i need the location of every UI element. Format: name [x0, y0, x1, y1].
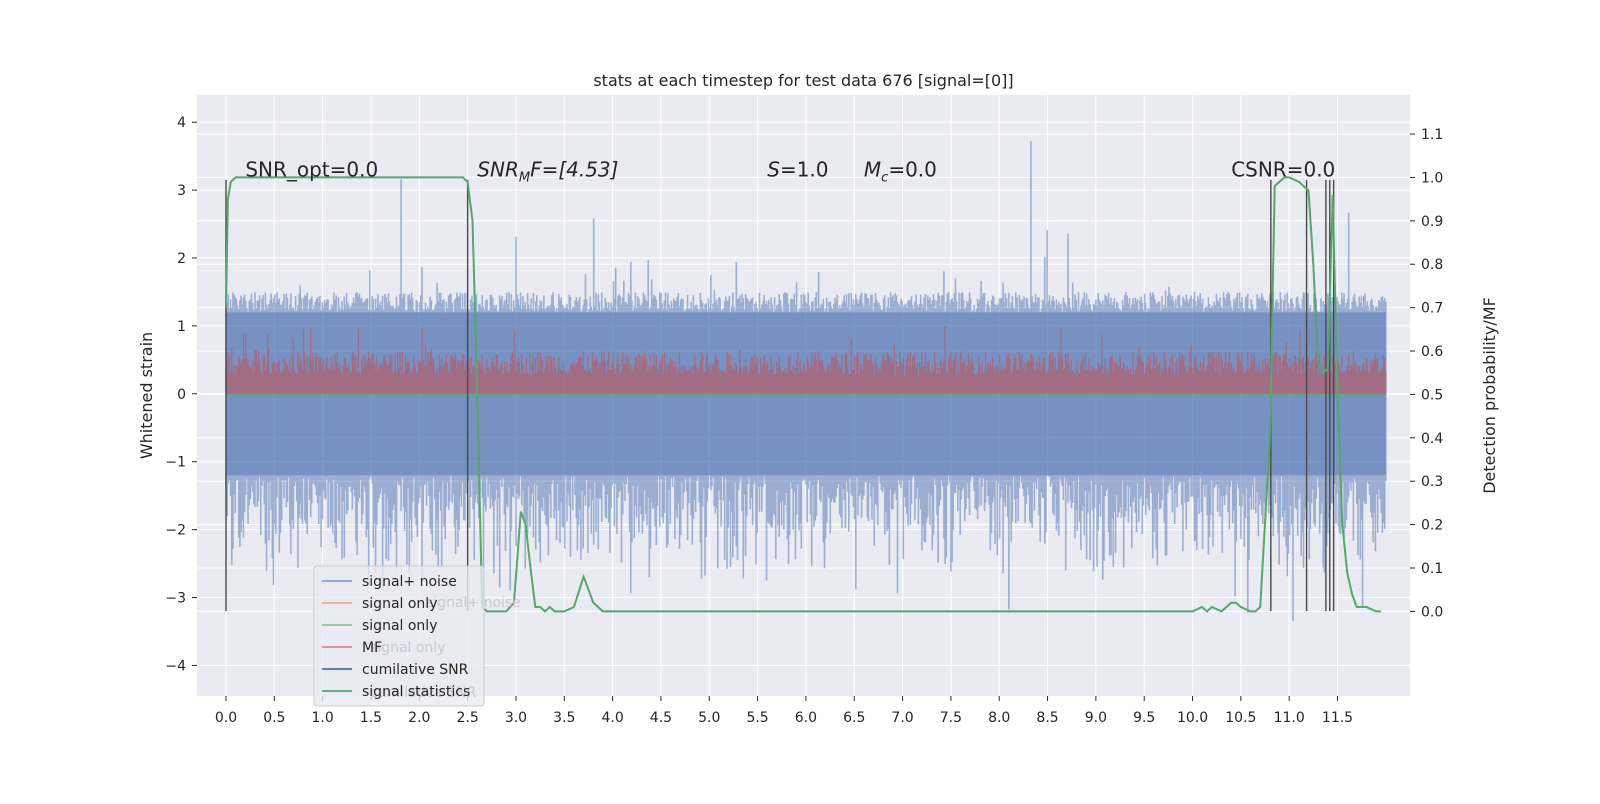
- y-axis-left-label: Whitened strain: [137, 332, 156, 459]
- x-tick-label: 1.0: [312, 710, 334, 726]
- x-tick-label: 6.0: [795, 710, 817, 726]
- y-right-tick-label: 1.0: [1421, 170, 1443, 186]
- legend-ghost-label: signal only: [370, 640, 445, 656]
- x-tick-label: 0.0: [215, 710, 237, 726]
- x-tick-label: 5.5: [746, 710, 768, 726]
- legend-label: cumilative SNR: [362, 662, 469, 678]
- x-tick-label: 3.5: [553, 710, 575, 726]
- series-signal-statistics: [225, 176, 1381, 613]
- annotation-mc-subscript: c: [881, 170, 888, 185]
- legend-ghost-label: cumilative SNR: [370, 685, 477, 701]
- axes: 0.0 0.5 1.0 1.5 2.0 2.5 3.0 3.5 4.0 4.5 5.0 5.5 6.0 6…: [165, 115, 1443, 726]
- annotation-snr-mf-suffix: F=[4.53]: [530, 157, 618, 181]
- legend-label: signal+ noise: [362, 574, 457, 590]
- y-right-tick-label: 0.1: [1421, 561, 1443, 577]
- y-left-tick-label: 1: [177, 319, 186, 335]
- data-series: [225, 141, 1387, 621]
- annotation-snr-mf-subscript: M: [519, 170, 530, 185]
- annotation-snr-mf: SNRMF=[4.53]: [477, 157, 618, 185]
- annotation-s-value: =1.0: [780, 157, 829, 181]
- x-tick-label: 7.0: [891, 710, 913, 726]
- y-left-tick-label: −1: [165, 455, 186, 471]
- x-tick-label: 11.5: [1322, 710, 1353, 726]
- x-tick-label: 1.5: [360, 710, 382, 726]
- legend-box: [313, 565, 485, 707]
- series-signal-plus-noise-core: [225, 312, 1386, 476]
- x-tick-label: 5.0: [698, 710, 720, 726]
- y-left-tick-label: 2: [177, 251, 186, 267]
- x-tick-label: 10.5: [1225, 710, 1256, 726]
- y-right-tick-label: 0.9: [1421, 214, 1443, 230]
- annotation-mc-value: =0.0: [888, 157, 937, 181]
- x-tick-label: 4.5: [650, 710, 672, 726]
- annotation-snr-opt: SNR_opt=0.0: [245, 157, 378, 181]
- x-tick-label: 0.5: [263, 710, 285, 726]
- y-right-tick-label: 1.1: [1421, 127, 1443, 143]
- annotation-mc-prefix: M: [864, 157, 881, 181]
- legend-ghost-label: signal+ noise: [426, 595, 521, 611]
- y-right-tick-label: 0.7: [1421, 301, 1443, 317]
- legend-label: signal only: [362, 596, 437, 612]
- x-tick-label: 9.0: [1085, 710, 1107, 726]
- y-axis-right-label: Detection probability/MF: [1480, 297, 1499, 494]
- y-left-tick-label: −2: [165, 523, 186, 539]
- annotation-snr-mf-prefix: SNR: [477, 157, 519, 181]
- x-tick-label: 6.5: [843, 710, 865, 726]
- chart-title: stats at each timestep for test data 676…: [593, 71, 1013, 90]
- x-tick-label: 4.0: [601, 710, 623, 726]
- y-right-tick-label: 0.6: [1421, 344, 1443, 360]
- y-left-tick-label: −3: [165, 591, 186, 607]
- y-right-tick-label: 0.5: [1421, 387, 1443, 403]
- y-right-tick-label: 0.8: [1421, 257, 1443, 273]
- x-tick-label: 11.0: [1274, 710, 1305, 726]
- annotation-csnr: CSNR=0.0: [1231, 157, 1335, 181]
- legend-label: signal statistics: [362, 684, 470, 700]
- x-tick-label: 7.5: [940, 710, 962, 726]
- x-tick-label: 10.0: [1177, 710, 1208, 726]
- y-left-tick-label: 0: [177, 387, 186, 403]
- x-tick-label: 8.5: [1036, 710, 1058, 726]
- x-tick-label: 8.0: [988, 710, 1010, 726]
- y-right-tick-label: 0.2: [1421, 518, 1443, 534]
- annotation-s: S=1.0: [767, 157, 828, 181]
- annotation-s-prefix: S: [767, 157, 780, 181]
- y-left-tick-label: −4: [165, 658, 186, 674]
- y-right-tick-label: 0.0: [1421, 604, 1443, 620]
- annotation-mc: Mc=0.0: [864, 157, 937, 185]
- x-tick-label: 2.0: [408, 710, 430, 726]
- y-left-tick-label: 4: [177, 115, 186, 131]
- y-right-tick-label: 0.4: [1421, 431, 1443, 447]
- x-tick-label: 9.5: [1133, 710, 1155, 726]
- x-tick-label: 3.0: [505, 710, 527, 726]
- legend-label: signal only: [362, 618, 437, 634]
- x-tick-label: 2.5: [456, 710, 478, 726]
- y-right-tick-label: 0.3: [1421, 474, 1443, 490]
- legend-label: MF: [362, 640, 382, 656]
- y-left-tick-label: 3: [177, 183, 186, 199]
